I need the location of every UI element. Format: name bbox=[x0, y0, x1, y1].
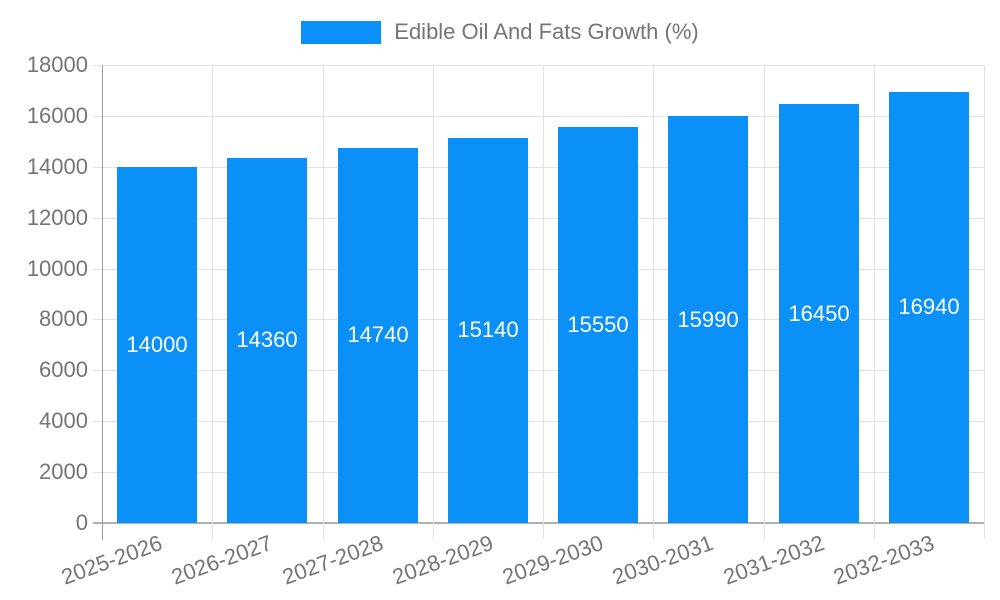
y-tick-label: 12000 bbox=[26, 205, 88, 230]
x-tick-label: 2028-2029 bbox=[388, 530, 497, 590]
gridline-vertical bbox=[543, 65, 544, 539]
gridline-vertical bbox=[433, 65, 434, 539]
x-tick-label: 2027-2028 bbox=[278, 530, 387, 590]
bar-value-label: 14740 bbox=[347, 322, 409, 347]
gridline-vertical bbox=[984, 65, 985, 539]
bar[interactable] bbox=[558, 127, 638, 523]
bar[interactable] bbox=[448, 138, 528, 523]
gridline-vertical bbox=[653, 65, 654, 539]
legend-label: Edible Oil And Fats Growth (%) bbox=[394, 19, 699, 44]
x-tick-label: 2026-2027 bbox=[167, 530, 276, 590]
plot-area: 14000 14360 14740 15140 15550 15990 16450 16940 bbox=[93, 65, 985, 540]
y-tick-label: 16000 bbox=[26, 103, 88, 128]
x-tick-label: 2030-2031 bbox=[608, 530, 717, 590]
x-tick-label: 2029-2030 bbox=[498, 530, 607, 590]
legend[interactable]: Edible Oil And Fats Growth (%) bbox=[0, 19, 1000, 45]
gridline-horizontal bbox=[93, 116, 984, 117]
bar-value-label: 15990 bbox=[677, 307, 739, 332]
bar[interactable] bbox=[227, 158, 307, 523]
y-tick-label: 2000 bbox=[39, 459, 88, 484]
gridline-horizontal bbox=[93, 269, 984, 270]
x-tick-label: 2032-2033 bbox=[829, 530, 938, 590]
x-tick-label: 2031-2032 bbox=[719, 530, 828, 590]
gridline-vertical bbox=[323, 65, 324, 539]
bar-value-label: 14360 bbox=[236, 327, 298, 352]
y-tick-label: 10000 bbox=[26, 256, 88, 281]
gridline-vertical bbox=[212, 65, 213, 539]
gridline-vertical bbox=[874, 65, 875, 539]
gridline-horizontal bbox=[93, 319, 984, 320]
legend-swatch bbox=[301, 20, 382, 44]
y-axis-line bbox=[102, 65, 103, 540]
bar[interactable] bbox=[779, 104, 859, 523]
y-tick-label: 8000 bbox=[39, 306, 88, 331]
y-tick-label: 6000 bbox=[39, 357, 88, 382]
bar-value-label: 14000 bbox=[126, 332, 188, 357]
gridline-vertical bbox=[764, 65, 765, 539]
bar-value-label: 16450 bbox=[788, 301, 850, 326]
gridline-horizontal bbox=[93, 218, 984, 219]
gridline-horizontal bbox=[93, 421, 984, 422]
bar-value-label: 15140 bbox=[457, 317, 519, 342]
y-tick-label: 18000 bbox=[26, 52, 88, 77]
gridline-horizontal bbox=[93, 472, 984, 473]
x-tick-label: 2025-2026 bbox=[57, 530, 166, 590]
gridline-horizontal bbox=[93, 65, 984, 66]
gridline-horizontal bbox=[93, 370, 984, 371]
bar[interactable] bbox=[117, 167, 197, 523]
y-tick-label: 4000 bbox=[39, 408, 88, 433]
bar[interactable] bbox=[889, 92, 969, 523]
bar-value-label: 15550 bbox=[567, 312, 629, 337]
y-tick-label: 14000 bbox=[26, 154, 88, 179]
y-tick-label: 0 bbox=[75, 510, 88, 535]
bar[interactable] bbox=[668, 116, 748, 523]
bar[interactable] bbox=[338, 148, 418, 523]
x-axis-line bbox=[93, 522, 984, 524]
bar-value-label: 16940 bbox=[898, 294, 960, 319]
gridline-horizontal bbox=[93, 167, 984, 168]
